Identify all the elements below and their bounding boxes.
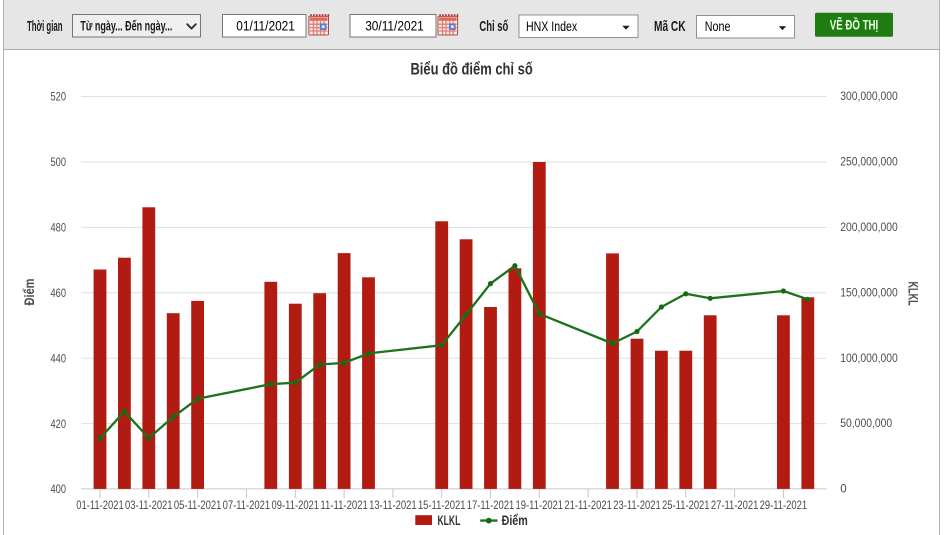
svg-text:None: None bbox=[705, 18, 731, 34]
svg-text:520: 520 bbox=[51, 90, 67, 104]
svg-text:VẼ ĐỒ THỊ: VẼ ĐỒ THỊ bbox=[830, 18, 878, 33]
svg-text:01/11/2021: 01/11/2021 bbox=[236, 18, 295, 33]
svg-text:Chỉ số: Chỉ số bbox=[479, 19, 508, 35]
svg-text:500: 500 bbox=[51, 155, 67, 169]
svg-text:09-11-2021: 09-11-2021 bbox=[272, 500, 320, 512]
svg-text:KLKL: KLKL bbox=[905, 281, 920, 305]
svg-text:460: 460 bbox=[51, 286, 67, 300]
svg-text:HNX Index: HNX Index bbox=[526, 18, 577, 34]
svg-text:50,000,000: 50,000,000 bbox=[840, 417, 892, 430]
svg-text:440: 440 bbox=[51, 351, 67, 365]
svg-text:03-11-2021: 03-11-2021 bbox=[125, 500, 173, 512]
svg-text:13-11-2021: 13-11-2021 bbox=[369, 500, 417, 512]
svg-text:30/11/2021: 30/11/2021 bbox=[365, 18, 424, 33]
svg-text:07-11-2021: 07-11-2021 bbox=[223, 500, 271, 512]
svg-text:01-11-2021: 01-11-2021 bbox=[76, 500, 124, 512]
svg-text:0: 0 bbox=[840, 483, 846, 496]
svg-text:KLKL: KLKL bbox=[438, 512, 461, 528]
svg-text:400: 400 bbox=[51, 482, 67, 496]
svg-text:15-11-2021: 15-11-2021 bbox=[418, 500, 466, 512]
svg-text:Từ ngày... Đến ngày...: Từ ngày... Đến ngày... bbox=[80, 18, 172, 34]
svg-text:29-11-2021: 29-11-2021 bbox=[760, 500, 808, 512]
svg-text:Điểm: Điểm bbox=[502, 512, 528, 528]
svg-text:480: 480 bbox=[51, 221, 67, 235]
svg-text:Biểu đồ điểm chỉ số: Biểu đồ điểm chỉ số bbox=[410, 60, 532, 79]
svg-text:150,000,000: 150,000,000 bbox=[840, 286, 898, 299]
svg-text:05-11-2021: 05-11-2021 bbox=[174, 500, 222, 512]
svg-text:19-11-2021: 19-11-2021 bbox=[516, 500, 564, 512]
svg-text:23-11-2021: 23-11-2021 bbox=[613, 500, 661, 512]
svg-text:Thời gian: Thời gian bbox=[27, 19, 63, 35]
svg-text:250,000,000: 250,000,000 bbox=[840, 156, 898, 169]
svg-text:17-11-2021: 17-11-2021 bbox=[467, 500, 515, 512]
svg-text:Điểm: Điểm bbox=[22, 279, 37, 306]
svg-text:100,000,000: 100,000,000 bbox=[840, 352, 898, 365]
svg-text:21-11-2021: 21-11-2021 bbox=[564, 500, 612, 512]
svg-text:300,000,000: 300,000,000 bbox=[840, 90, 898, 103]
svg-text:11-11-2021: 11-11-2021 bbox=[320, 500, 368, 512]
svg-text:200,000,000: 200,000,000 bbox=[840, 221, 898, 234]
svg-text:25-11-2021: 25-11-2021 bbox=[662, 500, 710, 512]
svg-text:420: 420 bbox=[51, 417, 67, 431]
svg-text:Mã CK: Mã CK bbox=[654, 19, 686, 35]
svg-text:27-11-2021: 27-11-2021 bbox=[711, 500, 759, 512]
